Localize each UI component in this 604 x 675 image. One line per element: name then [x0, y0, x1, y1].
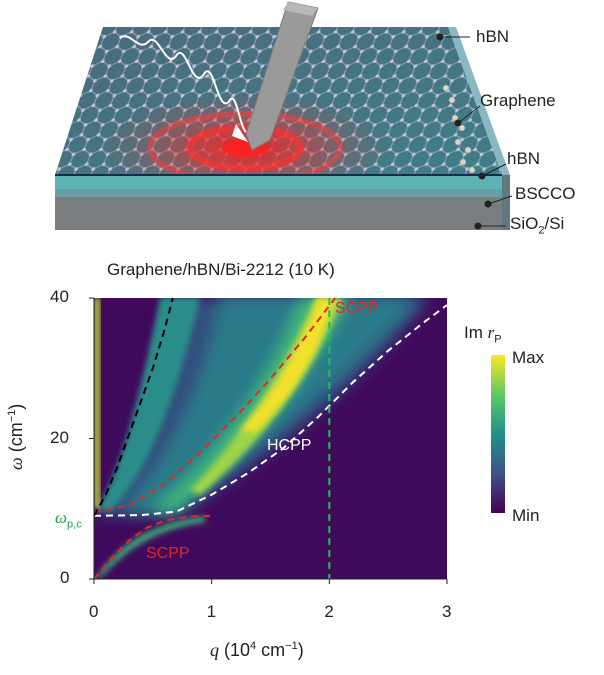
- curve-hcpp-1: [93, 304, 448, 517]
- curve-light-line-3: [93, 297, 174, 517]
- y-tick-label: 40: [50, 287, 69, 306]
- colorbar: [491, 355, 505, 513]
- x-tick-label: 1: [206, 602, 217, 621]
- x-tick-label: 2: [324, 602, 334, 621]
- device-schematic: [55, 1, 513, 230]
- graphene-edge-atoms: [442, 84, 476, 174]
- label-top-hbn: hBN: [476, 27, 510, 46]
- colorbar-min-label: Min: [512, 506, 540, 525]
- label-hcpp: HCPP: [267, 437, 312, 454]
- colorbar-title: Im rP: [464, 323, 502, 346]
- dispersion-plot: [89, 297, 505, 584]
- x-tick-label: 0: [89, 602, 99, 621]
- bscco-layer: [55, 188, 502, 197]
- curve-scpp-2: [93, 514, 212, 580]
- hbn-lower-layer: [55, 175, 502, 189]
- label-bscco: BSCCO: [515, 184, 576, 203]
- label-graphene: Graphene: [480, 91, 556, 110]
- x-axis-label: q (104 cm−1): [210, 640, 304, 660]
- curve-scpp-0: [93, 297, 336, 514]
- colorbar-max-label: Max: [512, 348, 545, 367]
- plot-title: Graphene/hBN/Bi-2212 (10 K): [107, 260, 335, 279]
- sio2-layer: [55, 195, 502, 230]
- label-scpp-lower: SCPP: [146, 545, 190, 562]
- x-tick-label: 3: [442, 602, 452, 621]
- plasma-frequency-label: ωp,c: [55, 508, 82, 531]
- y-axis-label: ω (cm−1): [6, 403, 26, 470]
- y-tick-label: 0: [60, 568, 70, 587]
- incident-light-wave: [119, 35, 247, 133]
- label-substrate: SiO2/Si: [510, 214, 565, 237]
- label-mid-hbn: hBN: [507, 149, 541, 168]
- y-tick-label: 20: [50, 427, 69, 447]
- label-scpp-upper: SCPP: [335, 300, 379, 317]
